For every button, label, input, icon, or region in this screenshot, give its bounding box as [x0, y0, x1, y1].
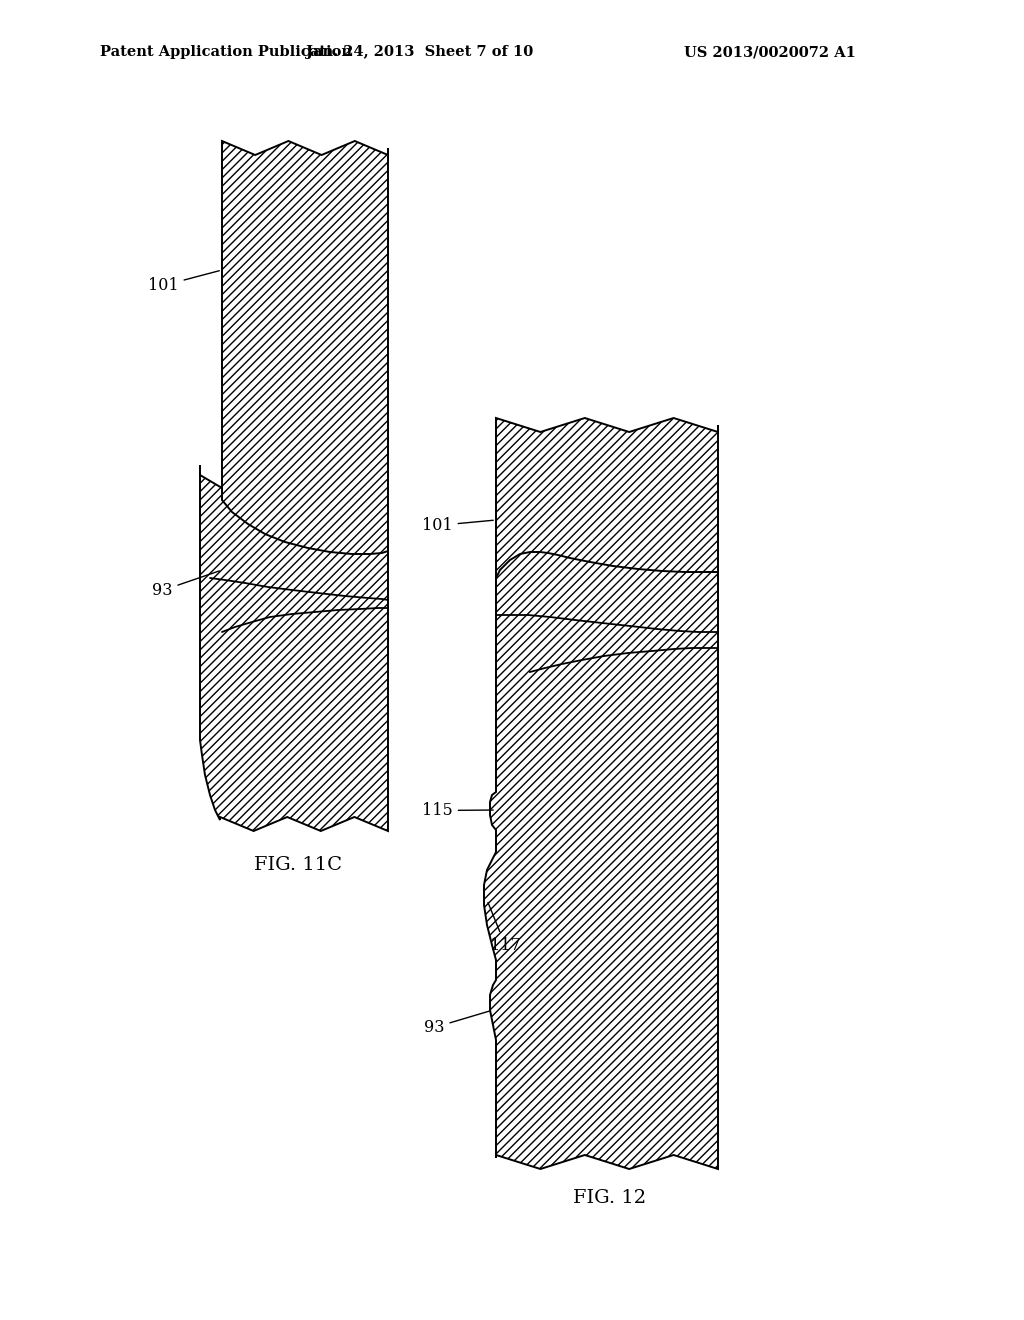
Polygon shape [205, 141, 388, 643]
Text: US 2013/0020072 A1: US 2013/0020072 A1 [684, 45, 856, 59]
Text: 101: 101 [422, 517, 494, 535]
Text: 117: 117 [488, 903, 521, 954]
Polygon shape [496, 418, 718, 675]
Text: FIG. 12: FIG. 12 [573, 1189, 646, 1206]
Text: 93: 93 [152, 572, 219, 599]
Text: 115: 115 [422, 803, 494, 818]
Text: 101: 101 [148, 271, 219, 294]
Text: Patent Application Publication: Patent Application Publication [100, 45, 352, 59]
Polygon shape [200, 465, 388, 832]
Text: Jan. 24, 2013  Sheet 7 of 10: Jan. 24, 2013 Sheet 7 of 10 [306, 45, 534, 59]
Text: 93: 93 [424, 1011, 490, 1036]
Polygon shape [484, 552, 718, 1170]
Text: FIG. 11C: FIG. 11C [254, 855, 342, 874]
